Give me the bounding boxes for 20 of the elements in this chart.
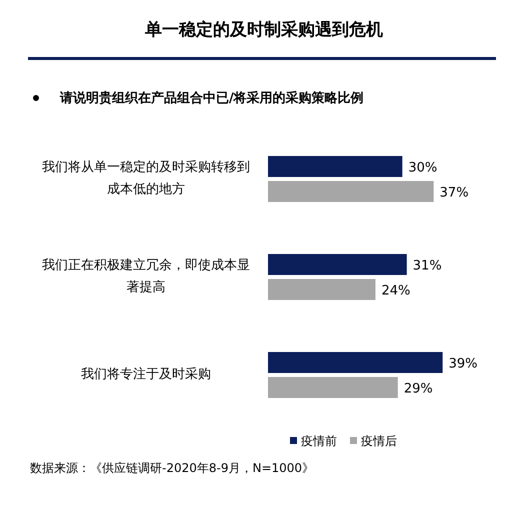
data-label: 30% (408, 160, 438, 176)
bar (268, 352, 443, 373)
data-label: 31% (412, 258, 442, 274)
y-tick-label: 我们将从单一稳定的及时采购转移到成本低的地方 (41, 159, 251, 199)
y-tick-label: 我们将专注于及时采购 (80, 366, 212, 384)
source-note: 数据来源：《供应链调研-2020年8-9月，N=1000》 (30, 460, 314, 477)
bar (268, 279, 376, 300)
legend-label: 疫情后 (361, 434, 397, 448)
bar (268, 181, 434, 202)
bar (268, 156, 402, 177)
data-label: 24% (381, 284, 410, 298)
bar (268, 377, 398, 398)
data-label: 29% (404, 382, 433, 396)
y-tick-label: 我们正在积极建立冗余，即使成本显著提高 (41, 257, 251, 297)
data-label: 37% (440, 186, 469, 200)
legend-label: 疫情前 (301, 434, 337, 448)
chart-title: 单一稳定的及时制采购遇到危机 (144, 19, 384, 41)
data-label: 39% (448, 356, 478, 372)
bar (268, 254, 407, 275)
chart-subtitle: 请说明贵组织在产品组合中已/将采用的采购策略比例 (60, 90, 364, 107)
